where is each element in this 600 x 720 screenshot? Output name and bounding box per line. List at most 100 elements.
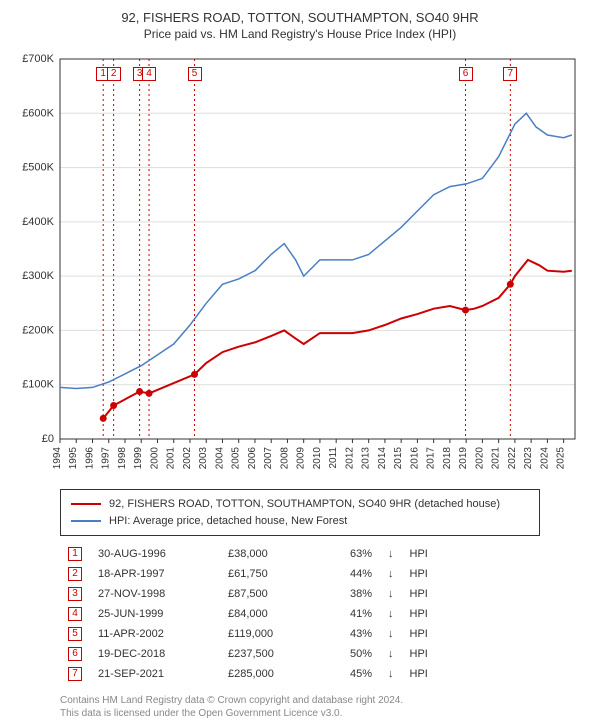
sale-date: 25-JUN-1999 [90, 604, 220, 624]
sale-price: £87,500 [220, 584, 320, 604]
svg-text:2001: 2001 [166, 447, 177, 470]
sale-index-box: 3 [68, 587, 82, 601]
chart-title: 92, FISHERS ROAD, TOTTON, SOUTHAMPTON, S… [15, 10, 585, 25]
svg-text:2025: 2025 [556, 447, 567, 470]
legend-label: 92, FISHERS ROAD, TOTTON, SOUTHAMPTON, S… [109, 496, 500, 513]
footer-attribution: Contains HM Land Registry data © Crown c… [60, 694, 585, 720]
footer-line-2: This data is licensed under the Open Gov… [60, 707, 585, 720]
svg-text:2010: 2010 [312, 447, 323, 470]
sale-price: £61,750 [220, 564, 320, 584]
sale-vs: HPI [402, 604, 541, 624]
svg-text:2011: 2011 [328, 447, 339, 469]
table-row: 721-SEP-2021£285,00045%↓HPI [60, 664, 540, 684]
sale-date: 27-NOV-1998 [90, 584, 220, 604]
sale-date: 21-SEP-2021 [90, 664, 220, 684]
svg-text:2003: 2003 [198, 447, 209, 470]
sale-pct: 43% [320, 624, 380, 644]
sale-date: 19-DEC-2018 [90, 644, 220, 664]
sale-price: £285,000 [220, 664, 320, 684]
svg-text:1997: 1997 [101, 447, 112, 470]
sale-price: £38,000 [220, 544, 320, 564]
svg-text:2015: 2015 [393, 447, 404, 470]
sale-vs: HPI [402, 544, 541, 564]
sale-marker-flag: 7 [503, 67, 517, 81]
arrow-down-icon: ↓ [380, 644, 402, 664]
table-row: 1 30-AUG-1996£38,00063%↓HPI [60, 544, 540, 564]
svg-text:2002: 2002 [182, 447, 193, 470]
arrow-down-icon: ↓ [380, 624, 402, 644]
sale-index-box: 2 [68, 567, 82, 581]
legend-label: HPI: Average price, detached house, New … [109, 513, 347, 530]
sale-pct: 44% [320, 564, 380, 584]
legend-swatch [71, 503, 101, 505]
sale-date: 30-AUG-1996 [90, 544, 220, 564]
table-row: 6 19-DEC-2018£237,50050%↓HPI [60, 644, 540, 664]
svg-text:2021: 2021 [491, 447, 502, 470]
svg-text:£0: £0 [42, 433, 54, 445]
sale-vs: HPI [402, 624, 541, 644]
svg-text:1996: 1996 [84, 447, 95, 470]
sale-index-box: 1 [68, 547, 82, 561]
svg-text:2019: 2019 [458, 447, 469, 470]
sale-marker-flag: 2 [107, 67, 121, 81]
sale-marker-flag: 5 [188, 67, 202, 81]
sale-pct: 38% [320, 584, 380, 604]
sale-pct: 63% [320, 544, 380, 564]
svg-text:2016: 2016 [409, 447, 420, 470]
svg-text:2020: 2020 [474, 447, 485, 470]
svg-text:2000: 2000 [149, 447, 160, 470]
sale-index-box: 7 [68, 667, 82, 681]
sale-price: £119,000 [220, 624, 320, 644]
sale-vs: HPI [402, 664, 541, 684]
svg-text:£200K: £200K [22, 324, 54, 336]
arrow-down-icon: ↓ [380, 564, 402, 584]
svg-text:£500K: £500K [22, 162, 54, 174]
sale-vs: HPI [402, 584, 541, 604]
legend-item: HPI: Average price, detached house, New … [71, 513, 529, 530]
svg-text:2013: 2013 [361, 447, 372, 470]
sale-vs: HPI [402, 564, 541, 584]
chart-subtitle: Price paid vs. HM Land Registry's House … [15, 27, 585, 41]
sale-price: £237,500 [220, 644, 320, 664]
legend-item: 92, FISHERS ROAD, TOTTON, SOUTHAMPTON, S… [71, 496, 529, 513]
price-chart: £0£100K£200K£300K£400K£500K£600K£700K199… [15, 49, 585, 479]
footer-line-1: Contains HM Land Registry data © Crown c… [60, 694, 585, 707]
svg-text:1999: 1999 [133, 447, 144, 470]
sale-marker-flag: 4 [142, 67, 156, 81]
chart-container: £0£100K£200K£300K£400K£500K£600K£700K199… [15, 49, 585, 479]
sale-date: 11-APR-2002 [90, 624, 220, 644]
table-row: 2 18-APR-1997£61,75044%↓HPI [60, 564, 540, 584]
svg-text:2014: 2014 [377, 447, 388, 470]
table-row: 425-JUN-1999£84,00041%↓HPI [60, 604, 540, 624]
svg-text:2023: 2023 [523, 447, 534, 470]
svg-text:2006: 2006 [247, 447, 258, 470]
svg-text:£100K: £100K [22, 379, 54, 391]
sale-price: £84,000 [220, 604, 320, 624]
sale-index-box: 6 [68, 647, 82, 661]
svg-text:2007: 2007 [263, 447, 274, 470]
svg-text:2004: 2004 [214, 447, 225, 470]
sale-date: 18-APR-1997 [90, 564, 220, 584]
svg-text:2005: 2005 [231, 447, 242, 470]
sale-vs: HPI [402, 644, 541, 664]
svg-text:2022: 2022 [507, 447, 518, 470]
svg-text:£300K: £300K [22, 270, 54, 282]
svg-text:2024: 2024 [539, 447, 550, 470]
legend-swatch [71, 520, 101, 522]
svg-text:2009: 2009 [296, 447, 307, 470]
table-row: 3 27-NOV-1998£87,50038%↓HPI [60, 584, 540, 604]
svg-text:£700K: £700K [22, 53, 54, 65]
legend: 92, FISHERS ROAD, TOTTON, SOUTHAMPTON, S… [60, 489, 540, 536]
svg-text:1995: 1995 [68, 447, 79, 470]
arrow-down-icon: ↓ [380, 544, 402, 564]
sale-pct: 45% [320, 664, 380, 684]
sale-pct: 41% [320, 604, 380, 624]
sales-table: 130-AUG-1996£38,00063%↓HPI218-APR-1997£6… [60, 544, 540, 684]
svg-text:2012: 2012 [344, 447, 355, 470]
sale-marker-flag: 6 [459, 67, 473, 81]
sale-index-box: 4 [68, 607, 82, 621]
arrow-down-icon: ↓ [380, 584, 402, 604]
sale-pct: 50% [320, 644, 380, 664]
svg-text:£600K: £600K [22, 107, 54, 119]
sale-index-box: 5 [68, 627, 82, 641]
